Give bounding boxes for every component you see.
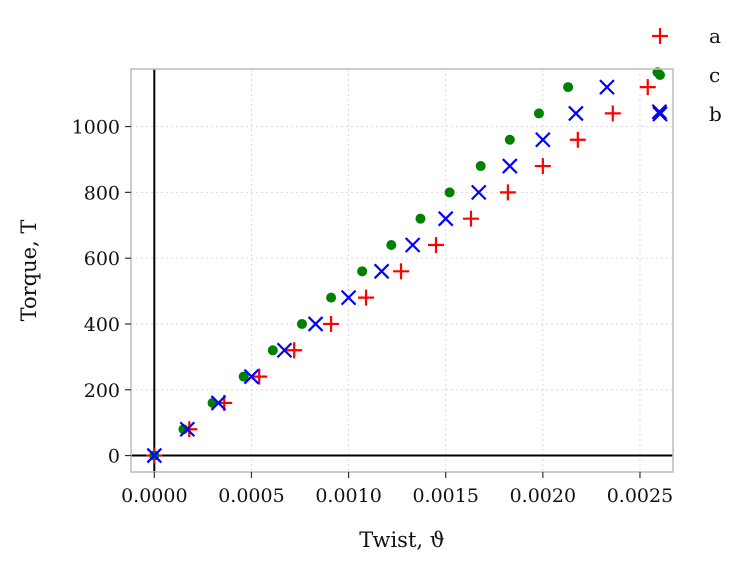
x-stroke-b (373, 263, 390, 280)
data-point-c (296, 318, 307, 329)
x-stroke-b (437, 210, 454, 227)
data-point-a (534, 158, 551, 175)
x-stroke-b (276, 342, 293, 359)
x-stroke-b (652, 106, 668, 122)
data-point-b (599, 79, 615, 95)
y-tick-label: 600 (84, 248, 120, 270)
data-point-c (415, 213, 426, 224)
legend-marker-c (655, 70, 665, 80)
data-point-c (386, 240, 397, 251)
data-marks (146, 67, 668, 464)
series-b (146, 79, 668, 464)
data-point-b (470, 184, 487, 201)
data-point-a (462, 210, 479, 227)
data-point-b (437, 210, 454, 227)
data-point-b (502, 158, 518, 174)
data-point-c (444, 187, 455, 198)
plot-frame (130, 68, 674, 473)
data-point-a (323, 315, 340, 332)
data-point-b (535, 131, 551, 148)
data-point-a (604, 105, 621, 122)
legend-marker-a (652, 28, 668, 44)
data-point-a (393, 263, 410, 280)
data-point-a (251, 368, 268, 385)
data-point-b (651, 103, 668, 120)
y-axis-label: Torque, T (17, 220, 41, 322)
legend-label-c: c (709, 63, 720, 87)
legend-label-a: a (709, 24, 721, 48)
data-point-a (499, 184, 516, 201)
x-stroke-b (535, 131, 551, 148)
data-point-b (373, 263, 390, 280)
data-point-c (267, 345, 278, 356)
x-stroke-b (599, 79, 615, 95)
x-tick-label: 0.0010 (315, 485, 381, 507)
x-tick-label: 0.0015 (412, 485, 478, 507)
x-stroke-b (179, 421, 196, 438)
data-point-a (569, 131, 586, 148)
x-stroke-b (568, 105, 584, 122)
data-point-a (639, 79, 656, 96)
data-point-a (427, 237, 444, 254)
x-stroke-b (502, 158, 518, 174)
x-tick-label: 0.0025 (607, 485, 673, 507)
data-point-a (358, 289, 375, 306)
x-stroke-b (651, 103, 668, 120)
y-tick-label: 800 (84, 182, 120, 204)
x-tick-label: 0.0000 (121, 485, 187, 507)
data-point-b (404, 237, 421, 253)
data-point-b (276, 342, 293, 359)
data-point-b (210, 395, 227, 411)
x-stroke-b (146, 447, 163, 464)
data-point-c (326, 292, 337, 303)
data-point-c (563, 82, 574, 93)
data-point-b (146, 447, 163, 464)
data-point-c (238, 371, 249, 382)
legend-marker-b (652, 106, 668, 122)
axis-ticks: 0.0000 0.0005 0.0010 0.0015 0.0020 0.0025 0 200… (72, 117, 674, 507)
y-tick-label: 400 (84, 314, 120, 336)
x-stroke-b (404, 237, 421, 253)
x-stroke-b (470, 184, 487, 201)
data-point-b (179, 421, 196, 438)
data-point-b (568, 105, 584, 122)
data-point-b (340, 289, 357, 306)
data-point-c (533, 108, 544, 119)
data-point-c (475, 161, 486, 172)
data-point-c (504, 134, 515, 145)
data-point-b (307, 316, 324, 332)
x-stroke-b (307, 316, 324, 332)
y-tick-label: 0 (108, 446, 120, 468)
x-axis-label: Twist, ϑ (359, 528, 445, 552)
x-stroke-b (243, 368, 260, 385)
x-tick-label: 0.0005 (218, 485, 284, 507)
data-point-c (357, 266, 368, 277)
legend: acb (652, 24, 722, 126)
x-stroke-b (340, 289, 357, 306)
x-tick-label: 0.0020 (510, 485, 576, 507)
x-stroke-b (210, 395, 227, 411)
y-tick-label: 200 (84, 380, 120, 402)
zero-lines (131, 69, 673, 472)
data-point-a (286, 342, 303, 359)
data-point-b (243, 368, 260, 385)
legend-label-b: b (709, 102, 722, 126)
y-tick-label: 1000 (72, 117, 120, 139)
